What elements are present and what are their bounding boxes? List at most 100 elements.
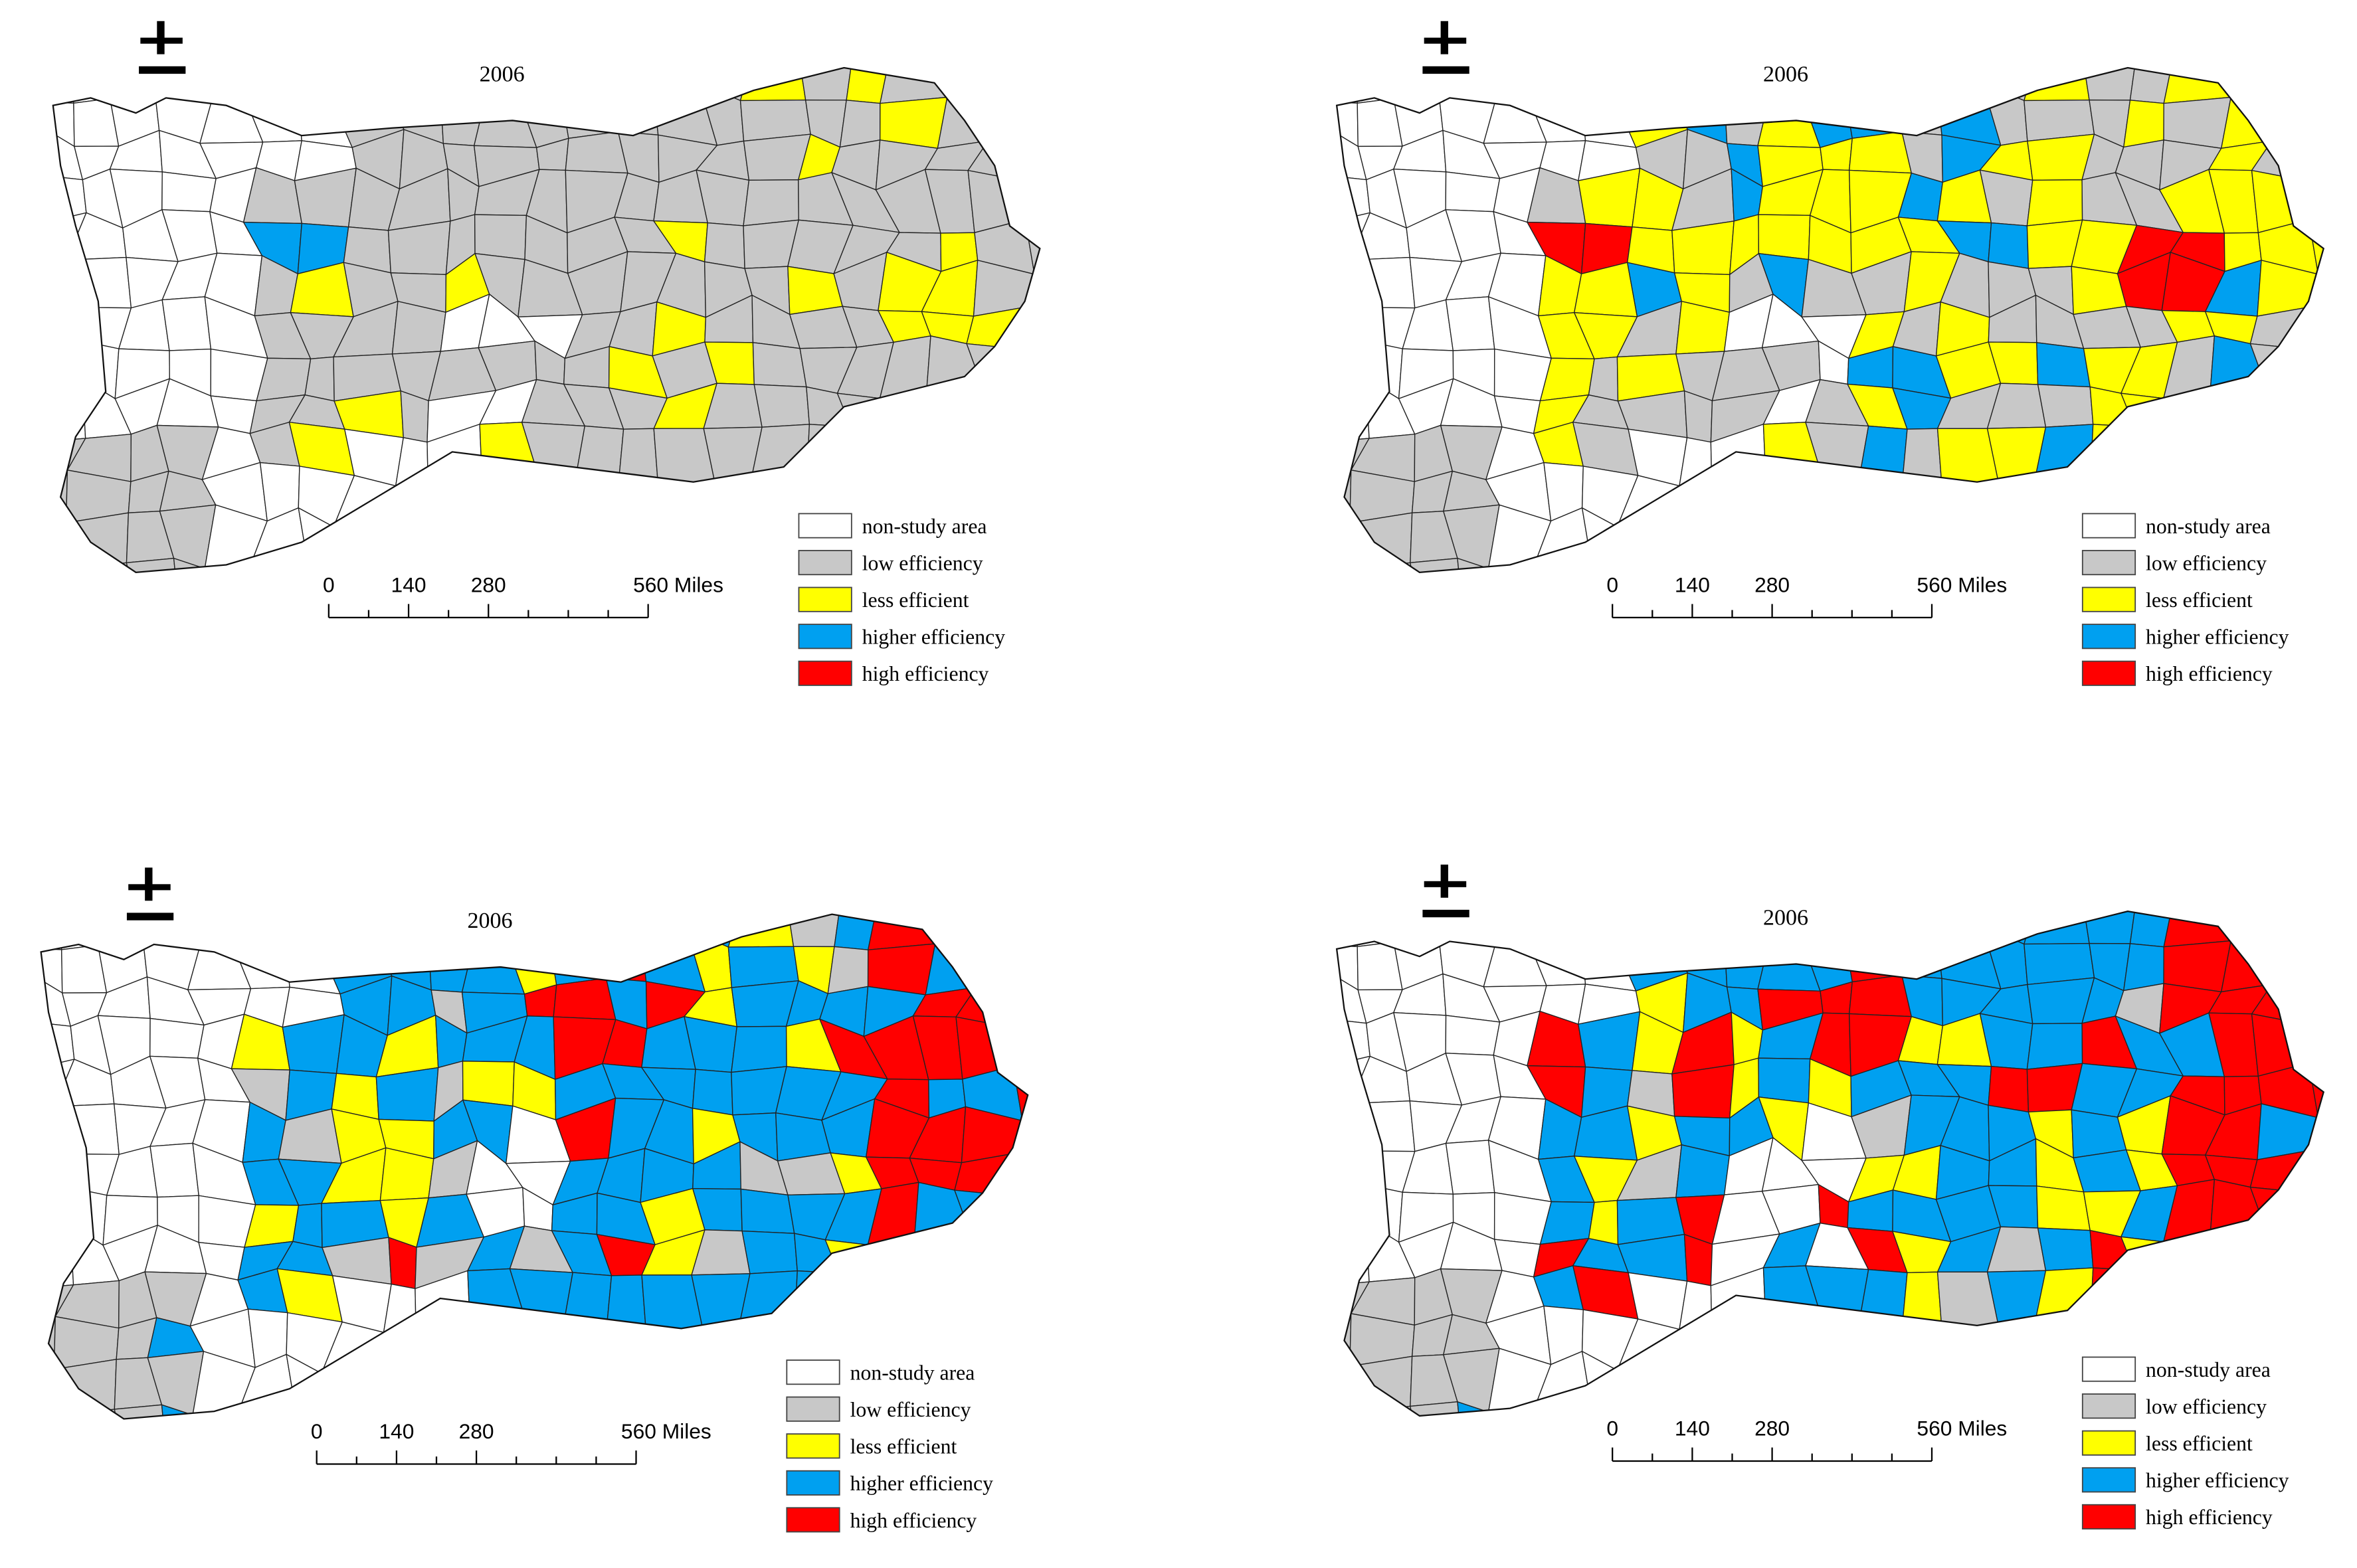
region xyxy=(1548,1442,1598,1492)
region xyxy=(2345,386,2357,438)
region xyxy=(565,469,619,525)
region xyxy=(2036,342,2091,388)
region xyxy=(688,1437,741,1486)
region xyxy=(1337,1055,1371,1111)
region xyxy=(1337,339,1371,387)
region xyxy=(2316,266,2324,308)
region xyxy=(1115,181,1164,229)
region xyxy=(521,422,586,471)
region xyxy=(1002,982,1028,1029)
region xyxy=(864,1243,915,1280)
region xyxy=(2303,428,2324,479)
region xyxy=(2209,1223,2274,1283)
region xyxy=(1103,1027,1151,1076)
region xyxy=(2352,1435,2357,1488)
region xyxy=(2342,1019,2357,1073)
region xyxy=(1012,1021,1028,1077)
region xyxy=(594,1359,657,1413)
region xyxy=(1014,1393,1028,1419)
region xyxy=(41,1106,58,1158)
region xyxy=(2255,911,2314,948)
region xyxy=(472,590,535,655)
region xyxy=(2302,911,2324,950)
region xyxy=(1527,68,1588,102)
region xyxy=(564,1272,613,1332)
region xyxy=(2342,942,2357,988)
region xyxy=(1018,68,1040,107)
region xyxy=(232,914,292,948)
legend-swatch xyxy=(2081,1393,2136,1419)
region xyxy=(727,914,795,948)
region xyxy=(1632,555,1669,572)
region xyxy=(1016,385,1040,438)
region xyxy=(427,592,488,655)
region xyxy=(553,1411,613,1419)
region xyxy=(1365,1185,1403,1243)
region xyxy=(2090,470,2142,515)
north-arrow xyxy=(140,37,183,44)
region xyxy=(1046,1022,1107,1076)
map-panel: 2006 0 140 280 560 Miles non-study area low ef… xyxy=(52,21,1164,686)
region xyxy=(1941,1434,1997,1482)
legend-label: higher efficiency xyxy=(2146,1469,2289,1492)
region xyxy=(1337,212,1371,268)
north-arrow xyxy=(1422,909,1469,918)
region xyxy=(714,509,754,568)
legend-swatch xyxy=(2081,1430,2136,1456)
region xyxy=(594,1330,657,1373)
region xyxy=(925,380,990,440)
region xyxy=(971,68,1031,105)
region xyxy=(1093,1067,1151,1108)
region xyxy=(1004,1194,1028,1235)
region xyxy=(2348,1266,2357,1319)
region xyxy=(692,1069,733,1116)
region xyxy=(1758,214,1811,260)
region xyxy=(1111,515,1162,570)
scale-label: 140 xyxy=(1675,572,1710,596)
north-arrow xyxy=(1422,66,1469,74)
region xyxy=(2121,470,2175,513)
region xyxy=(2298,928,2324,988)
region xyxy=(1596,1442,1633,1496)
region xyxy=(1049,1232,1110,1284)
region xyxy=(743,179,799,226)
region xyxy=(1337,1183,1371,1230)
region xyxy=(2263,1223,2305,1283)
region xyxy=(1056,1437,1108,1490)
region xyxy=(463,1314,525,1365)
region xyxy=(219,589,270,641)
region xyxy=(82,594,132,643)
region xyxy=(616,606,675,638)
region xyxy=(2342,99,2357,145)
region xyxy=(553,978,616,1020)
region xyxy=(161,171,217,213)
region xyxy=(52,339,88,387)
region xyxy=(1456,1433,1505,1486)
map-title: 2006 xyxy=(480,62,525,86)
region xyxy=(2160,1239,2212,1276)
region xyxy=(369,1438,424,1495)
legend-label: high efficiency xyxy=(2146,662,2273,685)
legend-swatch xyxy=(786,1396,840,1422)
region xyxy=(1058,175,1119,229)
region xyxy=(740,1398,794,1419)
region xyxy=(1938,68,1999,104)
scale-label: 140 xyxy=(1675,1416,1710,1440)
region xyxy=(1445,1015,1501,1056)
region xyxy=(473,90,537,148)
region xyxy=(576,425,624,485)
region xyxy=(2037,384,2094,428)
region xyxy=(1337,565,1367,572)
region xyxy=(1580,92,1637,148)
legend-swatch xyxy=(786,1507,840,1533)
region xyxy=(475,468,537,518)
region xyxy=(2122,943,2164,992)
region xyxy=(1091,1317,1148,1374)
region xyxy=(966,343,1019,389)
region xyxy=(320,1372,374,1418)
region xyxy=(312,599,349,653)
region xyxy=(1848,1312,1903,1368)
region xyxy=(565,513,624,568)
region xyxy=(1941,1328,2000,1370)
region xyxy=(1893,68,1943,103)
